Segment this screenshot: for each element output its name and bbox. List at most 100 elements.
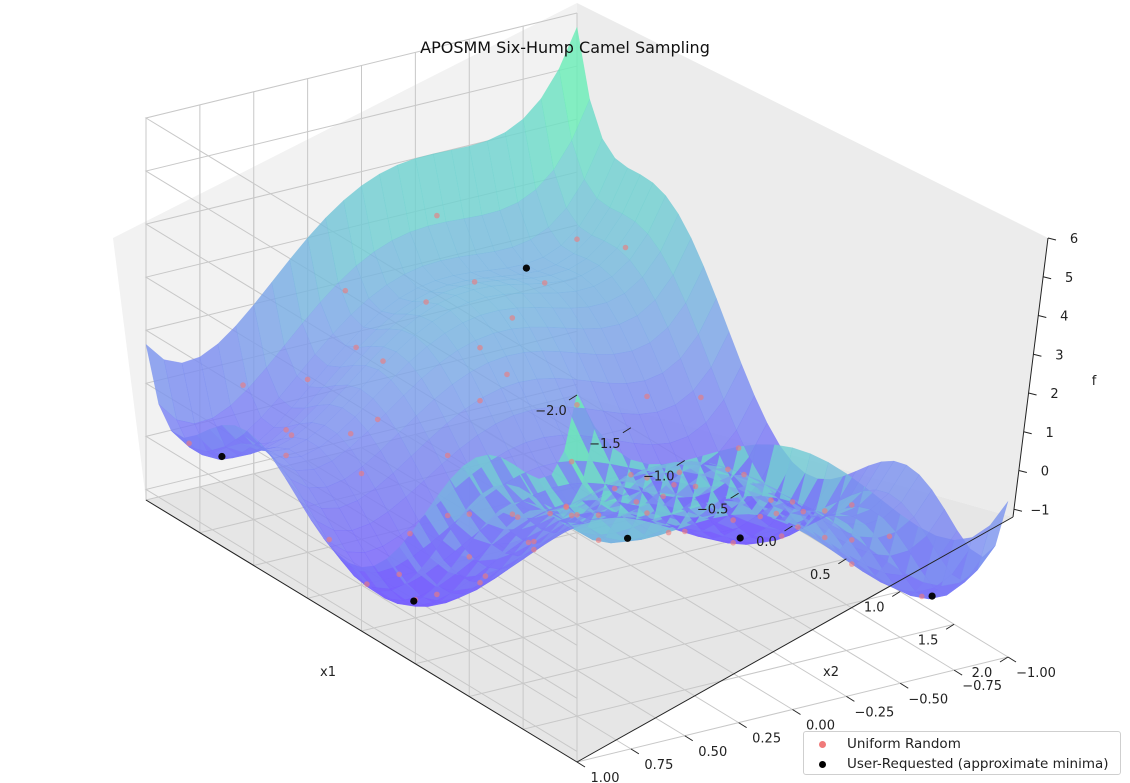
- uniform-random-point: [574, 236, 580, 242]
- uniform-random-point: [768, 497, 774, 504]
- uniform-random-point: [342, 287, 349, 294]
- uniform-random-point: [644, 510, 650, 516]
- uniform-random-point: [682, 528, 688, 535]
- z-tick-mark: [1038, 315, 1047, 318]
- user-requested-minimum-point: [624, 534, 632, 542]
- user-requested-minimum-point: [736, 534, 744, 542]
- z-tick-label: 1: [1046, 426, 1054, 441]
- uniform-random-point: [423, 299, 429, 305]
- uniform-random-point: [633, 499, 640, 505]
- uniform-random-point: [574, 512, 580, 518]
- x-tick-mark: [784, 525, 793, 532]
- x-axis-line: [145, 499, 578, 763]
- user-requested-minimum-point: [522, 264, 531, 272]
- uniform-random-point: [353, 344, 359, 351]
- x-tick-mark: [730, 492, 739, 499]
- y-tick-label: 0.50: [698, 745, 727, 760]
- uniform-random-point: [735, 445, 742, 451]
- uniform-random-point: [741, 471, 747, 478]
- uniform-random-point: [509, 511, 516, 517]
- uniform-random-point: [283, 427, 289, 433]
- uniform-random-point: [730, 540, 736, 546]
- y-tick-mark: [953, 669, 963, 676]
- uniform-random-point: [525, 539, 532, 546]
- uniform-random-point: [444, 452, 451, 459]
- uniform-random-point: [466, 554, 473, 560]
- x-tick-label: 2.0: [972, 666, 993, 681]
- y-tick-label: 0.25: [752, 732, 781, 747]
- uniform-random-point: [849, 502, 855, 508]
- x-tick-label: −0.5: [697, 502, 729, 517]
- y-gridline: [199, 104, 632, 750]
- uniform-random-point: [644, 393, 650, 400]
- y-tick-label: −0.50: [908, 692, 948, 707]
- uniform-random-point: [660, 493, 666, 500]
- uniform-random-point: [595, 537, 602, 543]
- legend: Uniform Random User-Requested (approxima…: [803, 731, 1121, 775]
- chart-title: APOSMM Six-Hump Camel Sampling: [420, 38, 710, 57]
- z-tick-mark: [1028, 392, 1037, 396]
- uniform-random-point: [698, 394, 704, 401]
- uniform-random-point: [434, 591, 440, 598]
- x-tick-mark: [838, 558, 847, 565]
- uniform-random-point: [622, 244, 629, 251]
- y-tick-label: 0.00: [806, 719, 835, 734]
- z-axis-label: f: [1092, 374, 1097, 389]
- uniform-random-point: [822, 508, 828, 514]
- y-tick-label: −0.75: [962, 679, 1002, 694]
- uniform-random-point: [471, 279, 478, 285]
- z-tick-label: 3: [1055, 348, 1063, 363]
- uniform-random-point: [466, 511, 473, 517]
- uniform-random-point: [611, 485, 618, 492]
- uniform-random-point: [477, 344, 483, 351]
- y-tick-label: 0.75: [644, 758, 673, 773]
- z-tick-mark: [1043, 276, 1052, 280]
- y-tick-mark: [1007, 656, 1017, 663]
- uniform-random-point: [676, 469, 683, 476]
- y-axis-label: x2: [823, 665, 839, 680]
- legend-label-user-requested: User-Requested (approximate minima): [847, 756, 1109, 772]
- z-tick-label: 0: [1041, 465, 1049, 480]
- user-requested-minimum-point: [410, 597, 418, 605]
- uniform-random-point: [644, 475, 650, 481]
- z-tick-label: 4: [1060, 310, 1068, 325]
- x-tick-mark: [999, 656, 1009, 663]
- uniform-random-point: [563, 503, 569, 510]
- y-tick-label: 1.00: [591, 771, 620, 783]
- uniform-random-point: [434, 212, 440, 219]
- uniform-random-point: [773, 510, 780, 517]
- uniform-random-point: [380, 358, 386, 364]
- y-tick-label: −0.25: [854, 705, 894, 720]
- sample-points: [186, 212, 936, 605]
- x-tick-label: 0.5: [810, 568, 831, 583]
- uniform-random-point: [886, 533, 893, 540]
- z-tick-mark: [1047, 237, 1057, 241]
- x-tick-mark: [945, 623, 955, 630]
- uniform-random-point: [240, 382, 246, 388]
- uniform-random-point: [283, 452, 289, 459]
- uniform-random-point: [288, 432, 295, 438]
- x-tick-label: −1.5: [589, 437, 621, 452]
- uniform-random-point: [364, 581, 370, 587]
- uniform-random-point: [347, 430, 354, 437]
- x-tick-mark: [622, 427, 632, 434]
- z-tick-label: −1: [1030, 503, 1049, 518]
- uniform-random-point: [504, 371, 510, 378]
- x-tick-label: −1.0: [643, 470, 675, 485]
- z-tick-mark: [1013, 508, 1023, 512]
- legend-label-uniform-random: Uniform Random: [847, 736, 961, 752]
- x-tick-mark: [676, 460, 686, 466]
- uniform-random-point: [725, 466, 731, 473]
- uniform-random-point: [477, 579, 483, 586]
- z-axis-line: [1012, 237, 1049, 518]
- uniform-random-point: [482, 573, 489, 579]
- z-tick-mark: [1033, 353, 1042, 357]
- x-tick-label: 0.0: [756, 535, 777, 550]
- z-tick-label: 2: [1050, 387, 1058, 402]
- z-tick-mark: [1018, 470, 1027, 473]
- legend-marker-uniform-random: [819, 740, 826, 748]
- x-tick-label: 1.5: [918, 633, 939, 648]
- uniform-random-point: [595, 512, 602, 518]
- uniform-random-point: [757, 513, 763, 520]
- uniform-random-point: [531, 546, 537, 553]
